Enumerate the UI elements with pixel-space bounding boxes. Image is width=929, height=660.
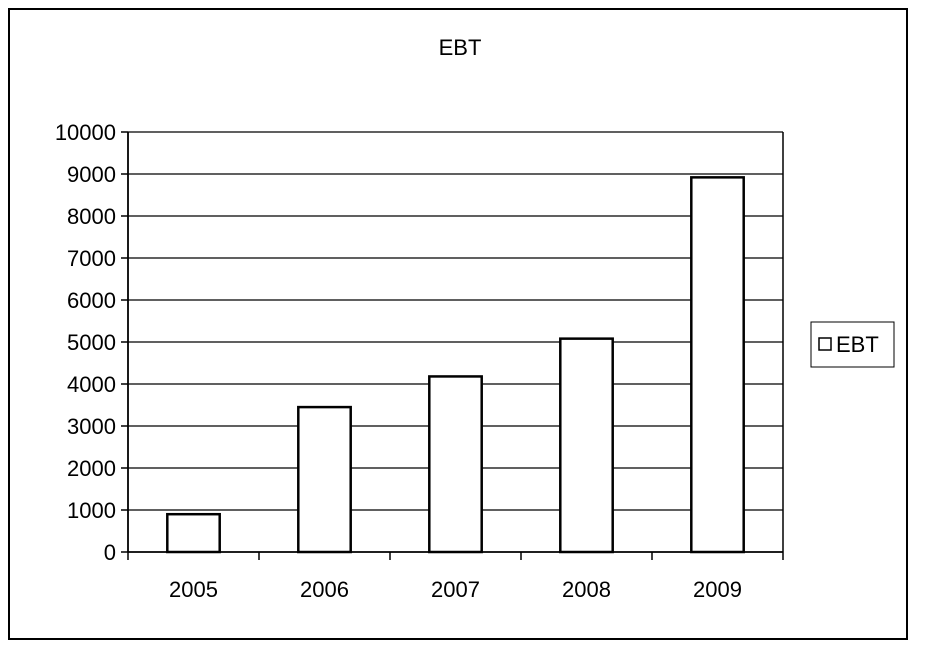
- y-tick-label: 1000: [67, 498, 116, 523]
- y-tick-label: 5000: [67, 330, 116, 355]
- y-tick-label: 2000: [67, 456, 116, 481]
- bar-2006: [297, 405, 352, 554]
- legend: EBT: [810, 321, 895, 368]
- y-tick-label: 3000: [67, 414, 116, 439]
- legend-swatch: [818, 337, 832, 351]
- y-tick-label: 7000: [67, 246, 116, 271]
- bar-2005: [166, 512, 221, 554]
- x-tick-label: 2009: [693, 577, 742, 602]
- y-tick-label: 8000: [67, 204, 116, 229]
- y-tick-label: 9000: [67, 162, 116, 187]
- x-tick-label: 2005: [169, 577, 218, 602]
- plot-area: 0 1000 2000 3000 4000 5000 6000 7000 8000 9000 100…: [55, 120, 784, 602]
- x-tick-label: 2007: [431, 577, 480, 602]
- bar-2007: [428, 375, 483, 554]
- legend-label: EBT: [836, 332, 879, 357]
- y-tick-label: 0: [104, 540, 116, 565]
- bar-2009: [690, 176, 745, 554]
- y-tick-label: 10000: [55, 120, 116, 145]
- chart-title: EBT: [439, 35, 482, 60]
- y-tick-label: 6000: [67, 288, 116, 313]
- bar-2008: [559, 337, 614, 554]
- x-tick-label: 2008: [562, 577, 611, 602]
- y-tick-label: 4000: [67, 372, 116, 397]
- x-tick-label: 2006: [300, 577, 349, 602]
